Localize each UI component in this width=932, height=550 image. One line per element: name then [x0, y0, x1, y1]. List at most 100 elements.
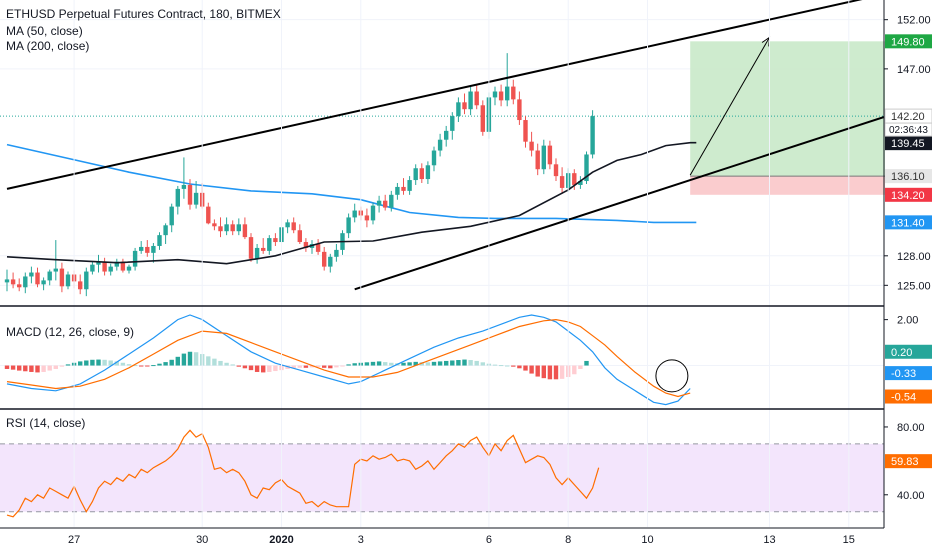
candle-body: [212, 223, 217, 227]
candle-body: [529, 141, 534, 151]
macd-histogram-bar: [218, 360, 223, 366]
candle-body: [163, 225, 168, 236]
macd-histogram-bar: [254, 365, 260, 372]
macd-histogram-bar: [517, 365, 522, 369]
macd-histogram-bar: [389, 362, 394, 366]
macd-histogram-bar: [267, 365, 272, 372]
macd-histogram-bar: [78, 361, 83, 366]
macd-histogram-bar: [90, 359, 95, 366]
macd-histogram-bar: [462, 359, 467, 366]
candle-body: [480, 105, 485, 132]
y-tick-label: 128.00: [897, 251, 931, 263]
candle-body: [41, 280, 46, 285]
macd-histogram-bar: [578, 365, 583, 369]
candle-body: [328, 256, 333, 267]
candle-body: [224, 224, 229, 232]
macd-histogram-bar: [175, 356, 180, 366]
rsi-line: [6, 429, 600, 518]
candle-body: [59, 268, 65, 287]
macd-histogram-bar: [157, 363, 162, 366]
forecast-arrow: [689, 37, 770, 176]
price-tag: [885, 136, 932, 151]
price-tag: [885, 366, 932, 381]
macd-histogram-bar: [383, 362, 388, 366]
candle-body: [401, 186, 406, 191]
price-tag-label: 149.80: [891, 36, 925, 48]
macd-histogram-bar: [120, 362, 126, 366]
candle-body: [84, 271, 89, 290]
macd-histogram-bar: [328, 365, 333, 369]
candle-body: [285, 222, 290, 228]
target-zone: [690, 41, 912, 177]
x-tick-label: 8: [565, 534, 571, 546]
candle-body: [23, 276, 28, 288]
price-tag: [885, 344, 932, 359]
macd-histogram-bar: [474, 360, 479, 366]
candle-body: [187, 184, 193, 205]
y-tick-label: 2.00: [897, 315, 918, 327]
macd-panel[interactable]: [0, 314, 884, 406]
candle-body: [273, 238, 278, 243]
candle-body: [322, 251, 327, 267]
rsi-band: [0, 443, 884, 512]
macd-histogram-bar: [322, 365, 327, 368]
chart-title: ETHUSD Perpetual Futures Contract, 180, …: [6, 7, 281, 21]
macd-histogram-bar: [35, 365, 40, 373]
candle-body: [193, 192, 199, 205]
x-tick-label: 6: [486, 534, 492, 546]
y-axis-background: [885, 0, 932, 528]
candle-body: [590, 116, 595, 155]
macd-histogram-bar: [370, 361, 376, 366]
candle-body: [584, 154, 589, 182]
x-tick-label: 2020: [269, 534, 293, 546]
macd-histogram-bar: [139, 365, 144, 367]
macd-histogram-bar: [96, 359, 101, 366]
candle-body: [572, 173, 577, 185]
macd-histogram-bar: [151, 365, 156, 367]
candle-body: [181, 184, 187, 189]
macd-histogram-bar: [23, 365, 28, 372]
macd-histogram-bar: [346, 364, 351, 366]
candle-body: [315, 244, 321, 252]
candle-body: [553, 164, 559, 177]
candle-body: [230, 224, 235, 232]
candle-body: [254, 247, 260, 259]
candle-body: [352, 210, 357, 218]
candle-body: [364, 215, 370, 221]
macd-histogram-bar: [169, 359, 174, 366]
macd-histogram-bar: [492, 364, 498, 366]
countdown-tag: [884, 122, 932, 137]
candle-body: [407, 180, 412, 191]
macd-histogram-bar: [212, 358, 217, 366]
candle-body: [114, 261, 119, 267]
macd-histogram-bar: [102, 359, 107, 366]
macd-histogram-bar: [132, 365, 138, 367]
price-tag: [885, 187, 932, 202]
macd-histogram-bar: [29, 365, 34, 372]
x-tick-label: 30: [196, 534, 208, 546]
macd-circle-marker: [655, 359, 689, 393]
rsi-legend: RSI (14, close): [6, 416, 85, 430]
price-tag-label: 134.20: [891, 190, 925, 202]
x-tick-label: 3: [358, 534, 364, 546]
candle-body: [291, 222, 296, 231]
price-tag-label: 131.40: [891, 217, 925, 229]
price-tag-label: 59.83: [891, 456, 919, 468]
price-tag: [885, 454, 932, 469]
price-tag: [885, 389, 932, 404]
macd-histogram-bar: [376, 361, 382, 366]
candle-body: [126, 266, 132, 271]
x-tick-label: 15: [843, 534, 855, 546]
candle-body: [474, 91, 479, 106]
macd-histogram-bar: [407, 362, 412, 366]
macd-histogram-bar: [181, 353, 187, 366]
y-tick-label: 40.00: [897, 490, 925, 502]
macd-histogram-bar: [425, 362, 431, 366]
macd-histogram-bar: [224, 362, 229, 366]
rsi-panel[interactable]: [0, 429, 884, 518]
candle-body: [437, 139, 443, 151]
macd-histogram-bar: [523, 365, 528, 371]
candle-body: [462, 102, 467, 110]
candle-body: [90, 264, 95, 272]
